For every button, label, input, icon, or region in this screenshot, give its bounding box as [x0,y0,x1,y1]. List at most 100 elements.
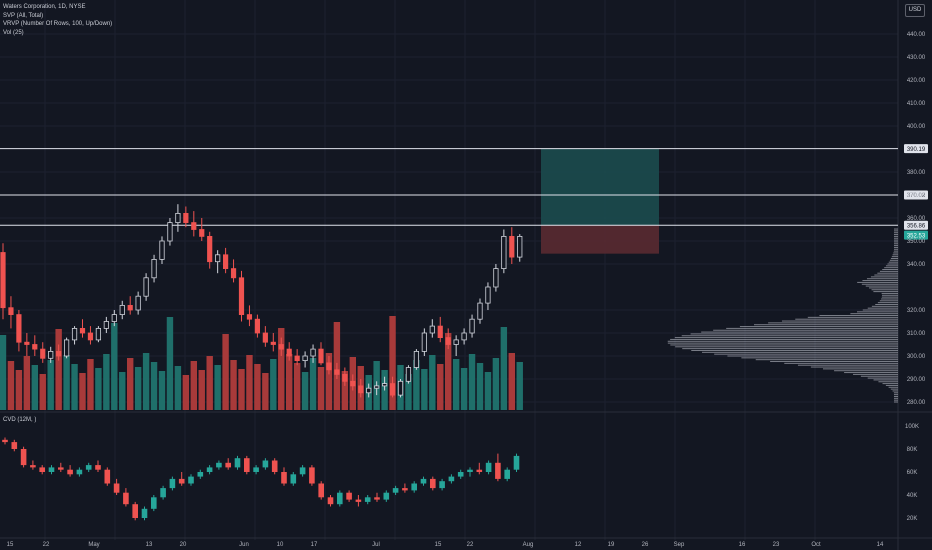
volume-bar [309,358,317,410]
volume-profile-bar [882,383,898,385]
cvd-candles [2,437,520,521]
candle-body [350,380,356,387]
candle-body [238,277,245,315]
symbol-title[interactable]: Waters Corporation, 1D, NYSE [3,4,86,10]
candle-body [64,339,70,357]
volume-bar [31,365,38,410]
cvd-body [188,476,194,484]
cvd-body [355,499,362,502]
volume-bar [452,359,460,410]
candle-body [302,355,308,361]
currency-button[interactable]: USD [905,4,925,17]
volume-bar [174,366,182,410]
cvd-tick-label: 40K [907,493,918,499]
cvd-body [420,478,427,484]
volume-profile-bar [862,280,898,282]
candle-body [71,327,78,341]
cvd-body [402,488,408,491]
price-tick-label: 300.00 [907,354,926,360]
volume-profile-bar [894,395,898,397]
candle-body [215,254,221,263]
candle-body [222,254,229,270]
volume-bar [262,373,269,410]
volume-profile-bar [781,320,898,322]
volume-profile-bar [890,257,898,259]
cvd-body [11,442,18,449]
volume-profile-bar [888,261,898,263]
indicator-svp-label[interactable]: SVP (All, Total) [3,12,44,19]
volume-bar [127,358,134,410]
volume-profile-bar [807,316,898,318]
volume-profile-bar [894,235,898,237]
time-tick-label: Aug [523,542,534,548]
candle-body [119,304,125,315]
cvd-body [411,483,417,491]
volume-bar [293,363,301,410]
volume-profile-bar [856,311,898,313]
volume-bar [158,371,166,410]
cvd-body [85,465,92,470]
candle-body [40,348,46,359]
cvd-indicator-label[interactable]: CVD (12M, ) [3,417,37,423]
volume-bar [142,353,150,410]
volume-profile-bar [713,329,898,331]
volume-bar [476,363,484,410]
candle-body [294,355,300,361]
candle-body [207,235,213,263]
volume-profile-bar [881,298,898,300]
cvd-body [169,478,176,489]
volume-profile-bar [714,353,898,355]
time-tick-label: 12 [575,542,582,548]
volume-profile-bar [670,338,898,340]
volume-profile-bar [894,399,898,401]
candle-body [310,348,316,357]
volume-profile [667,228,898,403]
price-candles [0,204,523,398]
cvd-body [495,462,501,479]
volume-profile-bar [877,272,898,274]
candle-body [87,332,94,341]
cvd-body [290,474,297,484]
cvd-body [2,439,8,443]
cvd-body [76,469,83,475]
price-tick-label: 410.00 [907,101,926,107]
cvd-body [20,449,27,466]
volume-profile-bar [754,324,898,326]
cvd-body [253,467,259,472]
cvd-body [439,481,445,489]
candle-body [358,385,364,394]
candle-body [230,268,237,279]
volume-profile-bar [894,239,898,241]
cvd-body [151,497,157,509]
volume-profile-bar [874,274,898,276]
cvd-body [337,492,343,505]
time-tick-label: 13 [146,542,153,548]
volume-profile-bar [726,327,898,329]
cvd-body [281,472,287,484]
volume-profile-bar [768,322,898,324]
volume-profile-bar [894,237,898,239]
cvd-body [104,469,111,484]
cvd-body [346,492,352,500]
candle-body [334,369,340,375]
price-tick-label: 280.00 [907,400,926,406]
candle-body [469,318,475,334]
volume-bar [317,367,325,410]
cvd-body [244,458,250,472]
indicator-vol-label[interactable]: Vol (25) [3,29,24,36]
candle-body [191,222,197,230]
cvd-body [374,497,380,500]
indicator-vrvp-label[interactable]: VRVP (Number Of Rows, 100, Up/Down) [3,21,113,27]
volume-profile-bar [784,362,898,364]
volume-profile-bar [797,364,898,366]
volume-profile-bar [885,265,898,267]
cvd-body [327,497,334,505]
volume-profile-bar [865,285,898,287]
volume-profile-bar [881,292,898,294]
price-tick-label: 370.00 [907,193,926,199]
price-tick-label: 310.00 [907,331,926,337]
cvd-body [160,488,166,498]
last-price-label: 352.53 [907,233,926,239]
volume-profile-bar [894,248,898,250]
